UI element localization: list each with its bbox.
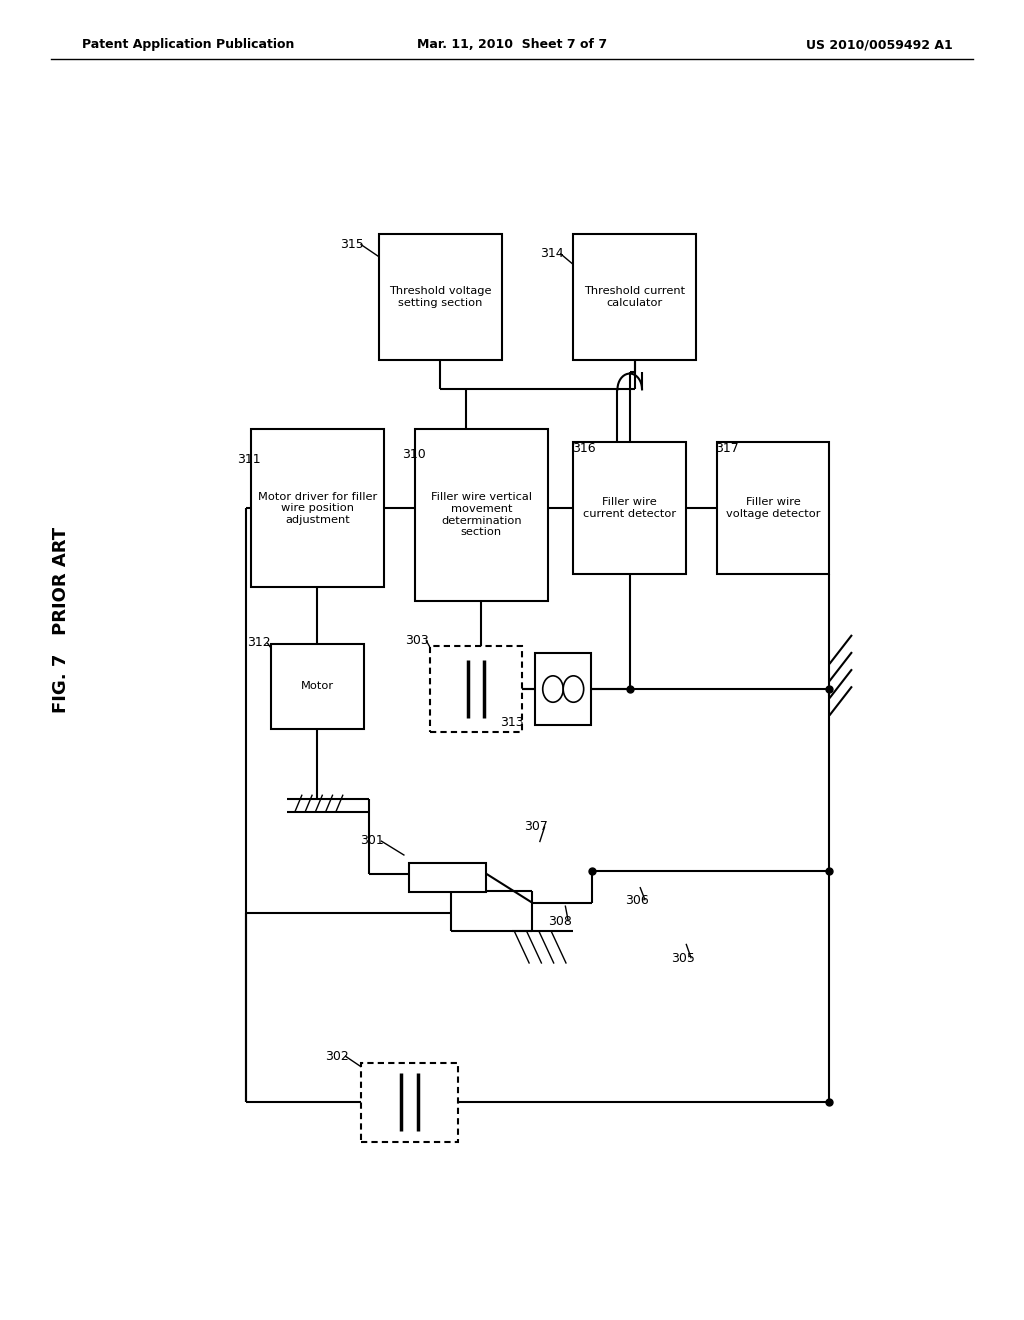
Text: 305: 305 — [671, 952, 694, 965]
Text: 302: 302 — [325, 1049, 348, 1063]
Text: 316: 316 — [572, 442, 596, 455]
Text: Threshold voltage
setting section: Threshold voltage setting section — [389, 286, 492, 308]
Text: 317: 317 — [715, 442, 738, 455]
Text: Mar. 11, 2010  Sheet 7 of 7: Mar. 11, 2010 Sheet 7 of 7 — [417, 38, 607, 51]
Bar — [379, 235, 502, 359]
Text: 315: 315 — [340, 238, 364, 251]
Text: 308: 308 — [548, 915, 571, 928]
Text: Filler wire
voltage detector: Filler wire voltage detector — [726, 498, 820, 519]
Bar — [717, 442, 829, 574]
Bar — [415, 429, 548, 601]
Circle shape — [543, 676, 563, 702]
Text: 306: 306 — [625, 894, 648, 907]
Text: 307: 307 — [524, 820, 548, 833]
Bar — [430, 645, 522, 731]
Circle shape — [563, 676, 584, 702]
Bar — [361, 1063, 459, 1142]
Bar — [573, 235, 696, 359]
Text: 312: 312 — [247, 636, 270, 649]
Text: 313: 313 — [500, 715, 523, 729]
Text: FIG. 7   PRIOR ART: FIG. 7 PRIOR ART — [52, 527, 71, 714]
Text: Motor driver for filler
wire position
adjustment: Motor driver for filler wire position ad… — [258, 491, 377, 525]
Bar — [271, 644, 364, 729]
Text: 303: 303 — [406, 634, 429, 647]
Text: Filler wire vertical
movement
determination
section: Filler wire vertical movement determinat… — [431, 492, 531, 537]
Text: Filler wire
current detector: Filler wire current detector — [584, 498, 676, 519]
Text: Motor: Motor — [301, 681, 334, 692]
Bar — [536, 653, 592, 726]
Bar — [410, 863, 486, 892]
Text: 311: 311 — [238, 453, 261, 466]
Text: US 2010/0059492 A1: US 2010/0059492 A1 — [806, 38, 952, 51]
Bar — [573, 442, 686, 574]
Bar — [251, 429, 384, 587]
Text: 310: 310 — [402, 447, 426, 461]
Text: Patent Application Publication: Patent Application Publication — [82, 38, 294, 51]
Text: 301: 301 — [360, 834, 384, 847]
Text: Threshold current
calculator: Threshold current calculator — [585, 286, 685, 308]
Text: 314: 314 — [540, 247, 563, 260]
